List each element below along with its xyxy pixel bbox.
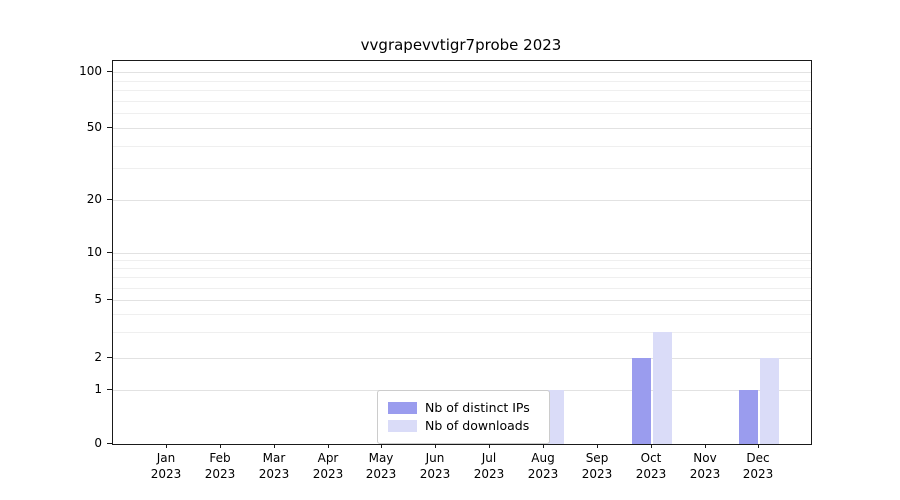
y-tick-label: 0 bbox=[94, 436, 102, 450]
minor-gridline bbox=[113, 288, 811, 289]
x-tick-mark bbox=[220, 444, 221, 448]
major-gridline bbox=[113, 300, 811, 301]
x-tick-label: Aug 2023 bbox=[527, 451, 559, 481]
x-tick-mark bbox=[651, 444, 652, 448]
x-tick-mark bbox=[274, 444, 275, 448]
y-tick-label: 1 bbox=[94, 382, 102, 396]
bar-distinct-ips bbox=[632, 358, 651, 444]
y-tick-mark bbox=[107, 199, 112, 200]
x-tick-label: Jan 2023 bbox=[150, 451, 182, 481]
x-tick-label: Dec 2023 bbox=[742, 451, 774, 481]
minor-gridline bbox=[113, 146, 811, 147]
y-tick-mark bbox=[107, 389, 112, 390]
minor-gridline bbox=[113, 268, 811, 269]
minor-gridline bbox=[113, 113, 811, 114]
x-tick-label: Apr 2023 bbox=[312, 451, 344, 481]
minor-gridline bbox=[113, 260, 811, 261]
x-tick-mark bbox=[381, 444, 382, 448]
y-tick-label: 5 bbox=[94, 292, 102, 306]
y-tick-mark bbox=[107, 443, 112, 444]
legend-row-distinct-ips: Nb of distinct IPs bbox=[388, 400, 539, 416]
x-tick-label: Sep 2023 bbox=[581, 451, 613, 481]
minor-gridline bbox=[113, 101, 811, 102]
major-gridline bbox=[113, 253, 811, 254]
y-tick-mark bbox=[107, 71, 112, 72]
legend-swatch-downloads bbox=[388, 420, 417, 432]
legend: Nb of distinct IPs Nb of downloads bbox=[377, 390, 550, 444]
minor-gridline bbox=[113, 81, 811, 82]
legend-row-downloads: Nb of downloads bbox=[388, 418, 539, 434]
y-tick-label: 10 bbox=[86, 245, 102, 259]
x-tick-label: May 2023 bbox=[365, 451, 397, 481]
plot-area bbox=[112, 60, 812, 445]
x-tick-mark bbox=[543, 444, 544, 448]
x-tick-label: Mar 2023 bbox=[258, 451, 290, 481]
minor-gridline bbox=[113, 90, 811, 91]
x-tick-mark bbox=[597, 444, 598, 448]
minor-gridline bbox=[113, 332, 811, 333]
legend-label-downloads: Nb of downloads bbox=[425, 418, 530, 433]
x-tick-label: Jun 2023 bbox=[419, 451, 451, 481]
major-gridline bbox=[113, 358, 811, 359]
major-gridline bbox=[113, 128, 811, 129]
x-tick-mark bbox=[489, 444, 490, 448]
bar-distinct-ips bbox=[739, 390, 758, 444]
y-tick-label: 20 bbox=[86, 192, 102, 206]
legend-swatch-distinct-ips bbox=[388, 402, 417, 414]
x-tick-label: Oct 2023 bbox=[635, 451, 667, 481]
y-tick-label: 50 bbox=[86, 120, 102, 134]
x-tick-mark bbox=[435, 444, 436, 448]
x-tick-label: Nov 2023 bbox=[689, 451, 721, 481]
y-tick-mark bbox=[107, 299, 112, 300]
x-tick-label: Feb 2023 bbox=[204, 451, 236, 481]
x-tick-label: Jul 2023 bbox=[473, 451, 505, 481]
x-tick-mark bbox=[328, 444, 329, 448]
x-tick-mark bbox=[758, 444, 759, 448]
y-tick-mark bbox=[107, 252, 112, 253]
major-gridline bbox=[113, 200, 811, 201]
minor-gridline bbox=[113, 168, 811, 169]
y-tick-mark bbox=[107, 357, 112, 358]
y-tick-label: 100 bbox=[79, 64, 102, 78]
y-tick-label: 2 bbox=[94, 350, 102, 364]
y-tick-mark bbox=[107, 127, 112, 128]
x-tick-mark bbox=[166, 444, 167, 448]
bar-downloads bbox=[653, 332, 672, 444]
bar-downloads bbox=[760, 358, 779, 444]
x-tick-mark bbox=[705, 444, 706, 448]
minor-gridline bbox=[113, 314, 811, 315]
minor-gridline bbox=[113, 277, 811, 278]
legend-label-distinct-ips: Nb of distinct IPs bbox=[425, 400, 530, 415]
major-gridline bbox=[113, 72, 811, 73]
chart-title: vvgrapevvtigr7probe 2023 bbox=[360, 36, 562, 54]
